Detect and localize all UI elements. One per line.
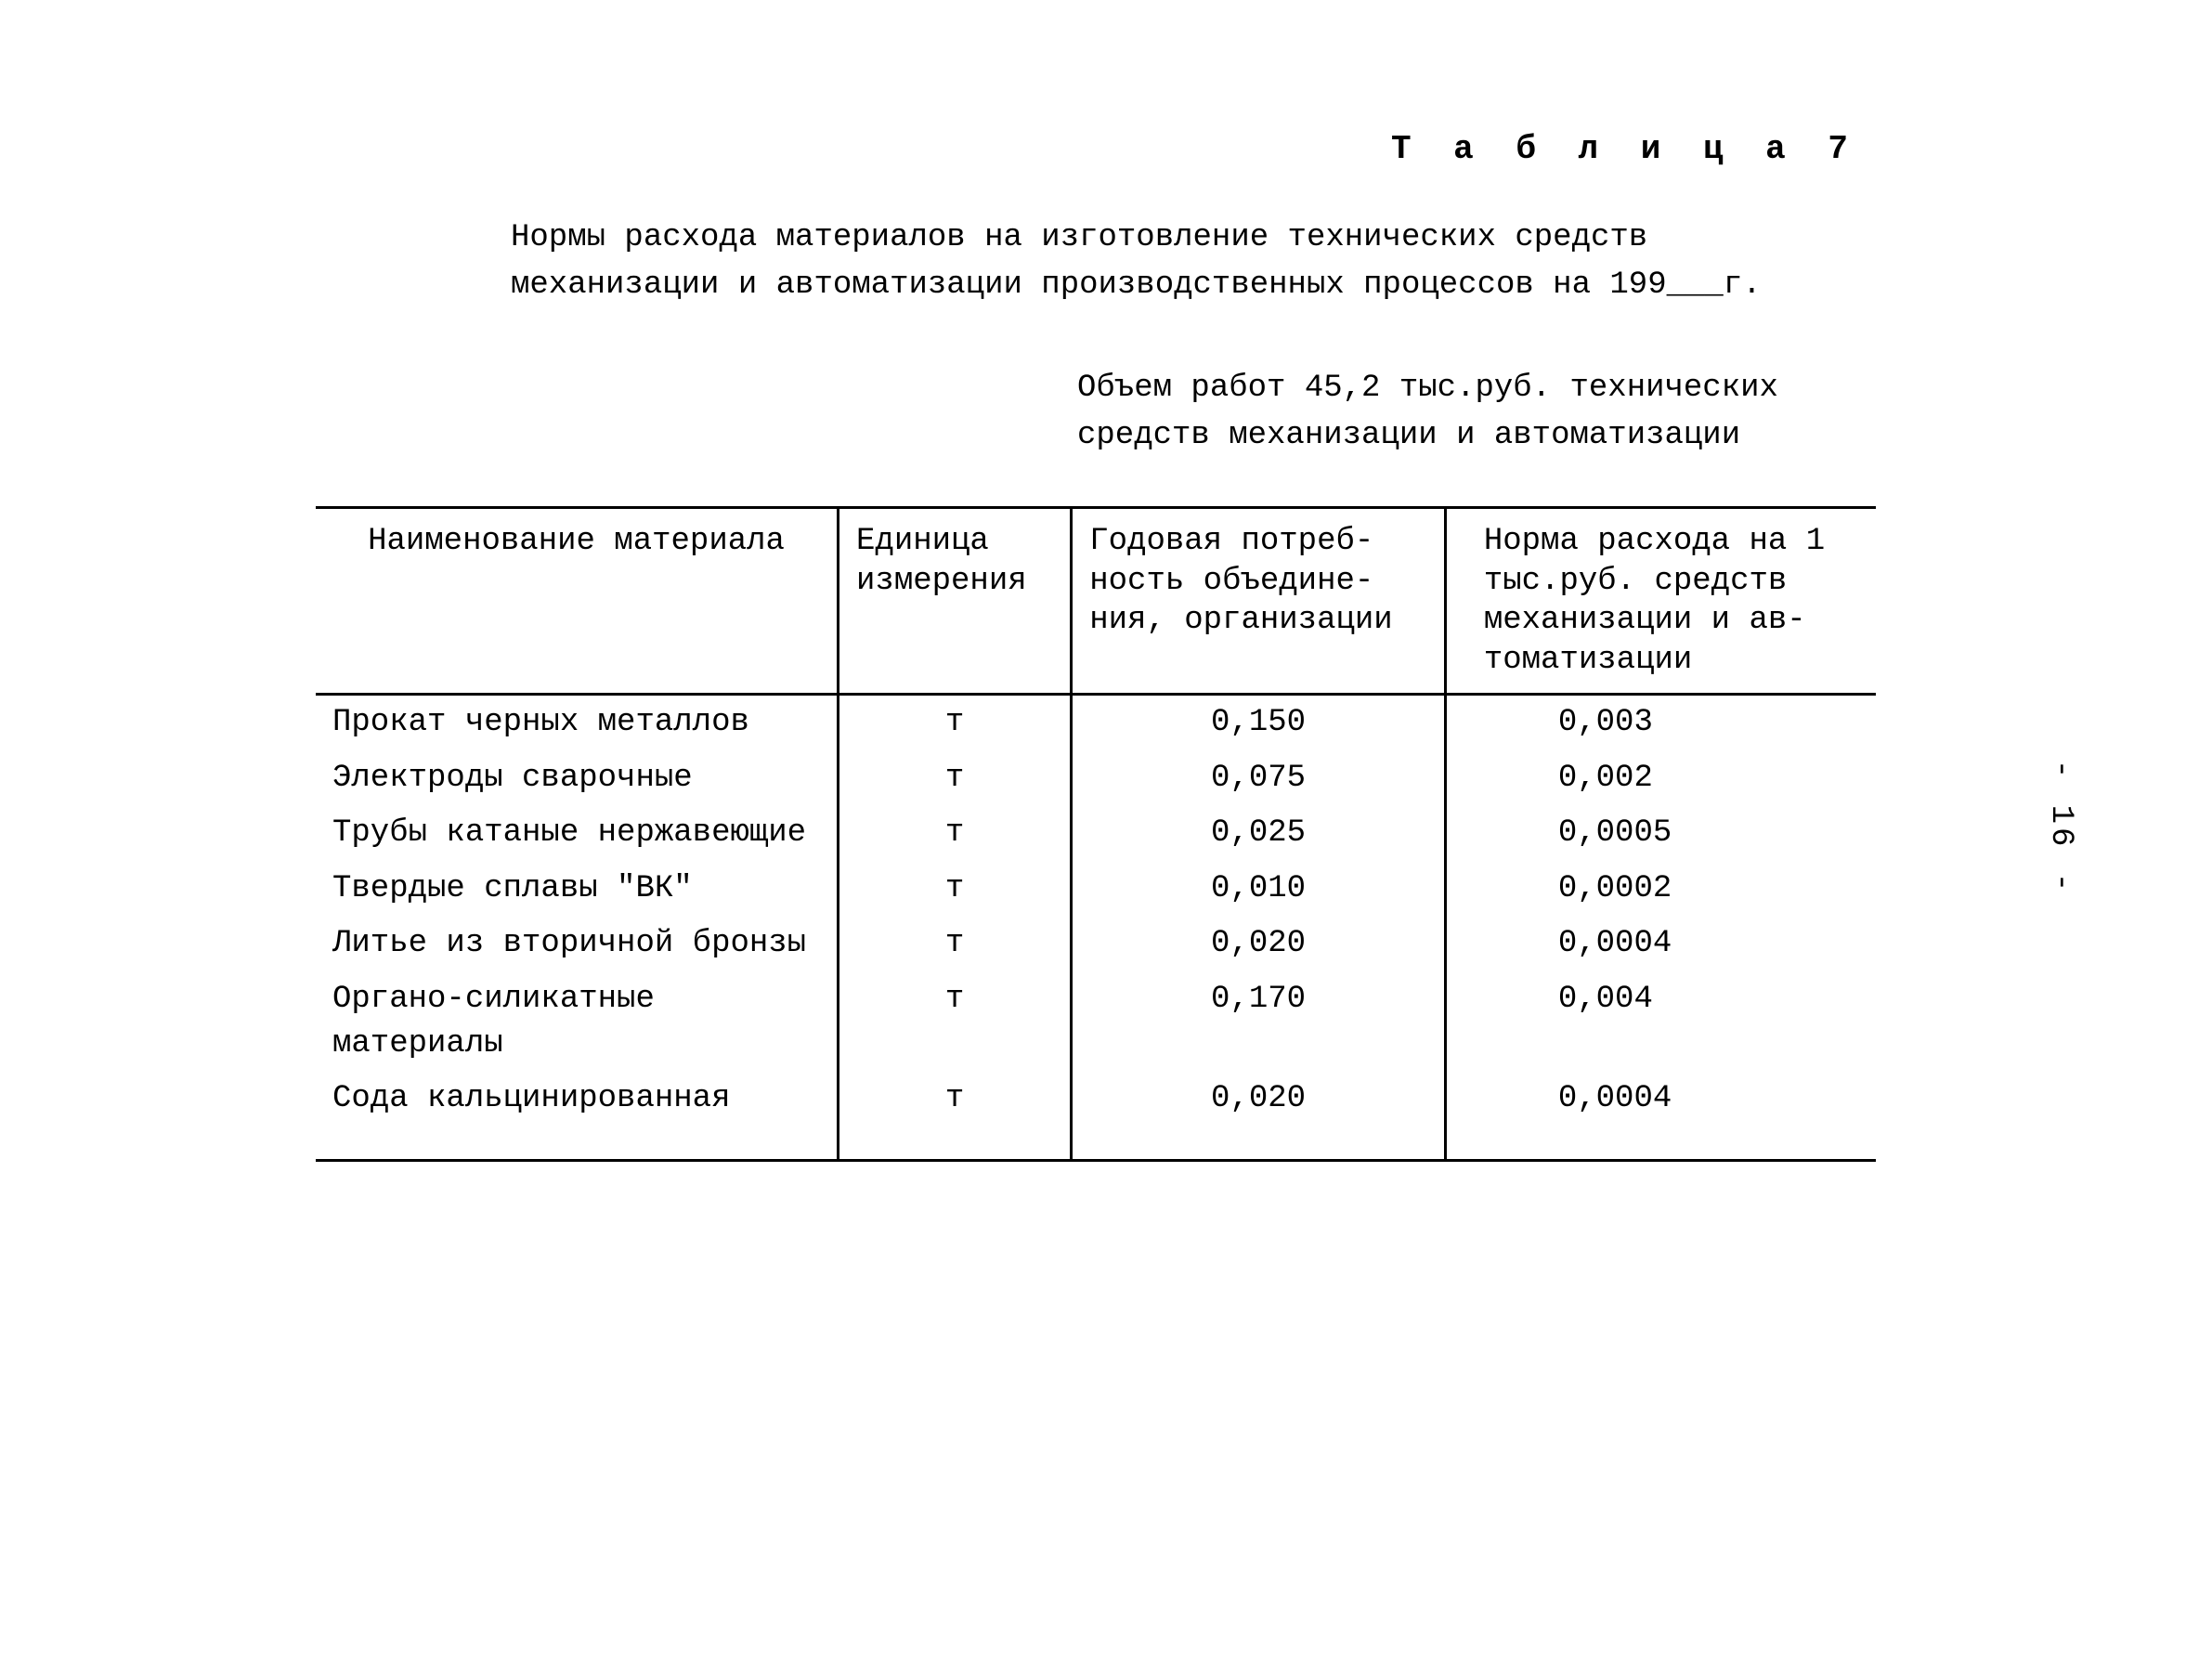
cell-demand: 0,170 xyxy=(1072,972,1446,1072)
cell-name: Литье из вторичной бронзы xyxy=(316,917,839,972)
cell-unit: т xyxy=(839,862,1072,918)
cell-unit: т xyxy=(839,1072,1072,1160)
cell-name: Твердые сплавы "ВК" xyxy=(316,862,839,918)
table-row: Сода кальцинированная т 0,020 0,0004 xyxy=(316,1072,1876,1160)
cell-demand: 0,150 xyxy=(1072,695,1446,751)
title-line-1: Нормы расхода материалов на изготовление… xyxy=(511,215,2026,262)
document-title: Нормы расхода материалов на изготовление… xyxy=(511,215,2026,309)
cell-demand: 0,075 xyxy=(1072,751,1446,807)
cell-name: Электроды сварочные xyxy=(316,751,839,807)
cell-norm: 0,0004 xyxy=(1445,917,1876,972)
col-header-demand: Годовая потреб- ность объедине- ния, орг… xyxy=(1072,508,1446,695)
table-row: Трубы катаные нержавеющие т 0,025 0,0005 xyxy=(316,806,1876,862)
document-page: Т а б л и ц а 7 Нормы расхода материалов… xyxy=(0,0,2212,1654)
cell-unit: т xyxy=(839,751,1072,807)
cell-unit: т xyxy=(839,695,1072,751)
title-line-2: механизации и автоматизации производстве… xyxy=(511,262,2026,309)
table-row: Прокат черных металлов т 0,150 0,003 xyxy=(316,695,1876,751)
cell-norm: 0,004 xyxy=(1445,972,1876,1072)
cell-unit: т xyxy=(839,806,1072,862)
subtitle-line-2: средств механизации и автоматизации xyxy=(1077,412,2026,460)
cell-demand: 0,020 xyxy=(1072,1072,1446,1160)
cell-name: Органо-силикатные материалы xyxy=(316,972,839,1072)
cell-norm: 0,0004 xyxy=(1445,1072,1876,1160)
cell-demand: 0,010 xyxy=(1072,862,1446,918)
table-row: Литье из вторичной бронзы т 0,020 0,0004 xyxy=(316,917,1876,972)
cell-name: Прокат черных металлов xyxy=(316,695,839,751)
cell-norm: 0,003 xyxy=(1445,695,1876,751)
col-header-unit: Единица измерения xyxy=(839,508,1072,695)
cell-demand: 0,025 xyxy=(1072,806,1446,862)
cell-norm: 0,002 xyxy=(1445,751,1876,807)
document-subtitle: Объем работ 45,2 тыс.руб. технических ср… xyxy=(1077,365,2026,460)
cell-norm: 0,0005 xyxy=(1445,806,1876,862)
cell-unit: т xyxy=(839,972,1072,1072)
table-row: Твердые сплавы "ВК" т 0,010 0,0002 xyxy=(316,862,1876,918)
cell-norm: 0,0002 xyxy=(1445,862,1876,918)
table-header-row: Наименование материала Единица измерения… xyxy=(316,508,1876,695)
subtitle-line-1: Объем работ 45,2 тыс.руб. технических xyxy=(1077,365,2026,412)
cell-demand: 0,020 xyxy=(1072,917,1446,972)
col-header-norm: Норма расхода на 1 тыс.руб. средств меха… xyxy=(1445,508,1876,695)
cell-name: Трубы катаные нержавеющие xyxy=(316,806,839,862)
cell-unit: т xyxy=(839,917,1072,972)
table-number-label: Т а б л и ц а 7 xyxy=(279,130,1859,168)
cell-name: Сода кальцинированная xyxy=(316,1072,839,1160)
col-header-name: Наименование материала xyxy=(316,508,839,695)
materials-table: Наименование материала Единица измерения… xyxy=(316,506,1876,1162)
table-row: Электроды сварочные т 0,075 0,002 xyxy=(316,751,1876,807)
page-number: - 16 - xyxy=(2043,759,2078,894)
table-row: Органо-силикатные материалы т 0,170 0,00… xyxy=(316,972,1876,1072)
